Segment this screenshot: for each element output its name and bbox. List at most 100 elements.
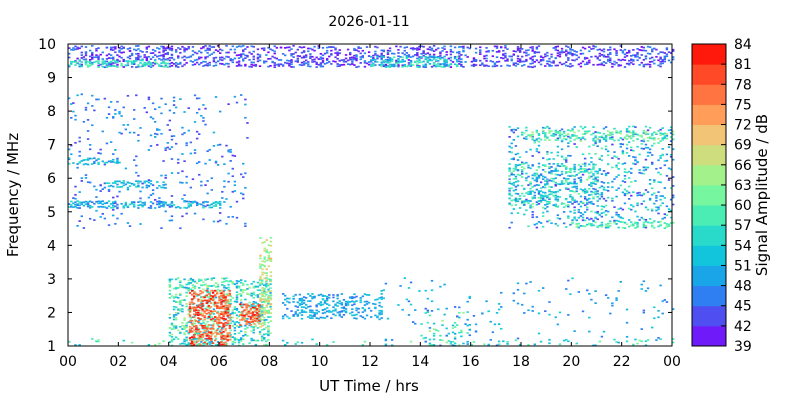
heatmap-cell xyxy=(145,62,148,65)
heatmap-cell xyxy=(581,133,585,136)
heatmap-cell xyxy=(355,300,358,302)
heatmap-cell xyxy=(203,330,206,332)
heatmap-cell xyxy=(382,56,385,58)
heatmap-cell xyxy=(577,56,581,59)
heatmap-cell xyxy=(88,64,92,67)
heatmap-cell xyxy=(153,50,157,52)
heatmap-cell xyxy=(468,47,471,50)
heatmap-cell xyxy=(218,320,221,323)
heatmap-cell xyxy=(233,323,237,326)
heatmap-cell xyxy=(646,146,650,149)
heatmap-cell xyxy=(598,186,601,189)
heatmap-cell xyxy=(661,62,664,65)
heatmap-cell xyxy=(590,171,593,174)
heatmap-cell xyxy=(541,129,545,132)
heatmap-cell xyxy=(508,192,511,195)
heatmap-cell xyxy=(114,161,117,164)
heatmap-cell xyxy=(153,136,157,138)
heatmap-cell xyxy=(197,340,200,342)
heatmap-cell xyxy=(644,218,648,221)
heatmap-cell xyxy=(648,148,652,151)
heatmap-cell xyxy=(101,203,104,206)
heatmap-cell xyxy=(646,166,650,169)
heatmap-cell xyxy=(97,340,100,343)
x-tick-label: 20 xyxy=(562,354,580,370)
heatmap-cell xyxy=(556,190,560,193)
heatmap-cell xyxy=(147,179,151,181)
heatmap-cell xyxy=(292,66,295,68)
heatmap-cell xyxy=(204,64,207,67)
heatmap-cell xyxy=(172,96,176,99)
heatmap-cell xyxy=(646,155,650,157)
heatmap-cell xyxy=(602,205,606,208)
heatmap-cell xyxy=(357,65,360,68)
heatmap-cell xyxy=(242,338,245,341)
heatmap-cell xyxy=(224,307,227,310)
heatmap-cell xyxy=(510,171,513,174)
heatmap-cell xyxy=(332,46,335,48)
heatmap-cell xyxy=(263,301,266,304)
heatmap-cell xyxy=(105,64,109,66)
heatmap-cell xyxy=(567,59,570,61)
heatmap-cell xyxy=(367,55,371,57)
heatmap-cell xyxy=(116,195,119,198)
heatmap-cell xyxy=(143,56,146,58)
heatmap-cell xyxy=(567,171,570,173)
heatmap-cell xyxy=(162,201,165,203)
heatmap-cell xyxy=(665,225,669,227)
heatmap-cell xyxy=(258,315,262,317)
heatmap-cell xyxy=(424,340,427,343)
heatmap-cell xyxy=(317,63,320,66)
heatmap-cell xyxy=(632,60,635,62)
heatmap-cell xyxy=(588,175,591,178)
heatmap-cell xyxy=(261,315,264,318)
heatmap-cell xyxy=(514,64,518,67)
heatmap-cell xyxy=(500,306,503,308)
heatmap-cell xyxy=(261,287,264,289)
heatmap-cell xyxy=(149,58,153,60)
heatmap-cell xyxy=(430,289,434,292)
heatmap-cell xyxy=(307,61,310,63)
heatmap-cell xyxy=(242,50,245,53)
heatmap-cell xyxy=(212,51,216,54)
heatmap-cell xyxy=(315,304,318,307)
heatmap-cell xyxy=(672,176,675,178)
heatmap-cell xyxy=(575,190,578,193)
heatmap-cell xyxy=(145,63,148,66)
heatmap-cell xyxy=(474,330,478,333)
heatmap-cell xyxy=(76,48,79,50)
heatmap-cell xyxy=(514,175,518,178)
heatmap-cell xyxy=(332,306,335,309)
heatmap-cell xyxy=(330,317,333,320)
heatmap-cell xyxy=(661,195,664,197)
heatmap-cell xyxy=(223,289,226,292)
heatmap-cell xyxy=(222,300,225,302)
heatmap-cell xyxy=(202,117,205,119)
colorbar-band xyxy=(692,124,726,146)
heatmap-cell xyxy=(207,311,211,314)
heatmap-cell xyxy=(646,133,650,135)
heatmap-cell xyxy=(206,49,209,51)
heatmap-cell xyxy=(259,296,262,299)
heatmap-cell xyxy=(403,277,406,280)
heatmap-cell xyxy=(529,204,532,207)
heatmap-cell xyxy=(78,204,81,207)
heatmap-cell xyxy=(265,239,268,241)
heatmap-cell xyxy=(642,218,646,221)
heatmap-cell xyxy=(625,138,629,140)
heatmap-cell xyxy=(411,64,415,66)
heatmap-cell xyxy=(479,59,482,62)
heatmap-cell xyxy=(122,60,125,62)
heatmap-cell xyxy=(619,142,622,145)
heatmap-cell xyxy=(583,56,587,59)
heatmap-cell xyxy=(255,308,259,310)
heatmap-cell xyxy=(328,304,331,307)
heatmap-cell xyxy=(235,338,239,341)
heatmap-cell xyxy=(330,63,333,65)
heatmap-cell xyxy=(544,199,547,202)
heatmap-cell xyxy=(460,335,463,338)
heatmap-cell xyxy=(567,65,570,67)
heatmap-cell xyxy=(260,283,264,285)
heatmap-cell xyxy=(179,309,182,312)
heatmap-cell xyxy=(485,57,488,60)
